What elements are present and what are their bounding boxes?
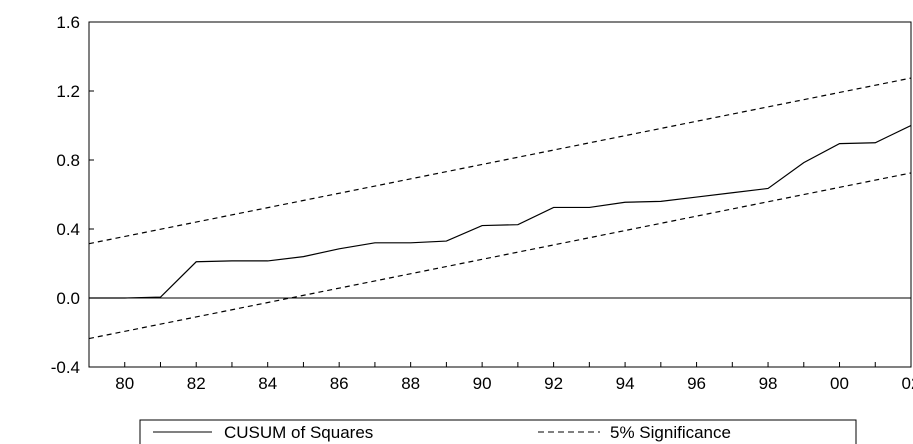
y-tick-label: 0.0 <box>56 289 80 308</box>
x-tick-label: 98 <box>759 374 778 393</box>
legend: CUSUM of Squares 5% Significance <box>139 419 857 444</box>
x-tick-label: 88 <box>401 374 420 393</box>
y-tick-label: 1.2 <box>56 82 80 101</box>
y-tick-label: 0.8 <box>56 151 80 170</box>
y-tick-label: 1.6 <box>56 13 80 32</box>
x-tick-label: 96 <box>687 374 706 393</box>
x-tick-label: 90 <box>473 374 492 393</box>
x-tick-label: 86 <box>330 374 349 393</box>
plot-area <box>88 21 912 368</box>
x-tick-label: 02 <box>902 374 913 393</box>
x-tick-label: 92 <box>544 374 563 393</box>
legend-label-cusum: CUSUM of Squares <box>224 423 373 442</box>
x-tick-label: 80 <box>115 374 134 393</box>
y-tick-label: 0.4 <box>56 220 80 239</box>
series-line-significance-2 <box>88 172 912 340</box>
series-line-significance-1 <box>88 77 912 245</box>
x-tick-label: 84 <box>258 374 277 393</box>
legend-box <box>139 419 857 444</box>
legend-label-significance: 5% Significance <box>610 423 731 442</box>
x-tick-label: 00 <box>830 374 849 393</box>
x-tick-label: 82 <box>187 374 206 393</box>
series-line-cusum <box>89 124 912 299</box>
y-tick-label: -0.4 <box>51 358 80 377</box>
x-tick-label: 94 <box>616 374 635 393</box>
